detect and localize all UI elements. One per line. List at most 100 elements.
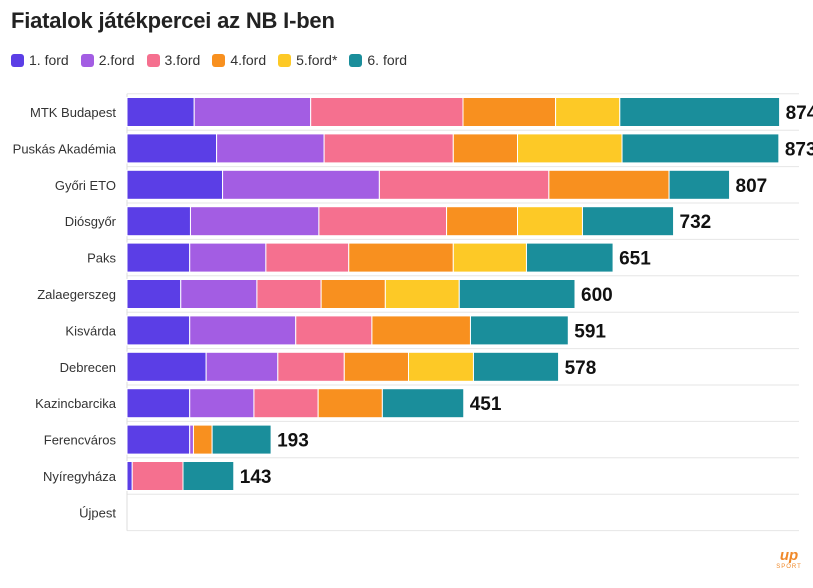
- bar-segment: [126, 242, 191, 273]
- category-label: Zalaegerszeg: [37, 287, 116, 302]
- category-label: Debrecen: [60, 360, 116, 375]
- bar-segment: [126, 351, 207, 382]
- bar-segment: [131, 461, 184, 491]
- bar-segment: [180, 279, 258, 309]
- bar-segment: [189, 388, 255, 419]
- legend-item-5: 5.ford*: [278, 52, 337, 68]
- bar-segment: [126, 279, 182, 309]
- total-label: 451: [470, 394, 502, 415]
- bar-segment: [555, 97, 621, 127]
- total-label: 874: [786, 103, 813, 124]
- legend-swatch-4: [212, 53, 226, 67]
- bar-segment: [126, 388, 191, 419]
- category-label: Ferencváros: [44, 433, 117, 448]
- bar-segment: [548, 169, 670, 200]
- category-label: Kazincbarcika: [35, 396, 117, 411]
- bar-segment: [189, 424, 194, 455]
- category-label: Diósgyőr: [65, 214, 117, 229]
- logo-sub-text: SPORT: [776, 564, 802, 570]
- bar-segment: [192, 424, 213, 455]
- total-label: 143: [240, 467, 272, 488]
- bar-segment: [621, 133, 780, 164]
- bar-segment: [182, 461, 235, 491]
- legend-label-5: 5.ford*: [296, 52, 338, 68]
- total-label: 578: [565, 358, 597, 379]
- bar-segment: [317, 388, 383, 419]
- bar-segment: [189, 242, 267, 273]
- bar-segment: [619, 97, 781, 127]
- bar-segment: [517, 133, 623, 164]
- bar-segment: [525, 242, 614, 273]
- category-label: Puskás Akadémia: [13, 141, 117, 156]
- bar-segment: [348, 242, 454, 273]
- bar-segment: [265, 242, 350, 273]
- bar-segment: [253, 388, 319, 419]
- total-label: 591: [574, 321, 606, 342]
- bar-segment: [384, 279, 460, 309]
- legend: 1. ford 2.ford 3.ford 4.ford 5.ford* 6. …: [11, 52, 407, 68]
- category-label: MTK Budapest: [30, 105, 116, 120]
- bar-segment: [256, 279, 322, 309]
- bar-segment: [517, 206, 583, 237]
- legend-label-6: 6. ford: [367, 52, 408, 68]
- bar-segment: [126, 206, 191, 237]
- bar-segment: [189, 206, 320, 237]
- bar-segment: [581, 206, 675, 237]
- total-label: 807: [736, 176, 768, 197]
- bar-segment: [371, 315, 471, 346]
- legend-swatch-6: [349, 53, 363, 67]
- total-label: 732: [680, 212, 712, 233]
- bar-segment: [216, 133, 325, 164]
- legend-label-3: 3.ford: [164, 52, 201, 68]
- bar-segment: [277, 351, 345, 382]
- bar-segment: [446, 206, 519, 237]
- legend-swatch-2: [80, 53, 94, 67]
- bar-segment: [189, 315, 297, 346]
- category-label: Újpest: [79, 505, 116, 520]
- bar-segment: [407, 351, 474, 382]
- legend-label-2: 2.ford: [98, 52, 135, 68]
- bar-segment: [126, 461, 133, 491]
- bar-segment: [126, 97, 195, 127]
- bar-segment: [318, 206, 448, 237]
- bar-segment: [310, 97, 464, 127]
- total-label: 600: [581, 285, 613, 306]
- legend-item-3: 3.ford: [146, 52, 201, 68]
- up-sport-logo: up SPORT: [774, 548, 804, 571]
- bar-segment: [193, 97, 312, 127]
- bar-segment: [452, 133, 519, 164]
- legend-item-4: 4.ford: [212, 52, 266, 68]
- bar-segment: [126, 169, 224, 200]
- bar-segment: [378, 169, 550, 200]
- total-label: 651: [619, 249, 651, 270]
- category-label: Nyíregyháza: [43, 469, 117, 484]
- bar-segment: [126, 133, 218, 164]
- category-label: Paks: [87, 251, 116, 266]
- bar-segment: [295, 315, 373, 346]
- legend-item-1: 1. ford: [11, 52, 69, 68]
- category-label: Kisvárda: [65, 323, 116, 338]
- bar-segment: [205, 351, 279, 382]
- legend-label-1: 1. ford: [29, 52, 69, 68]
- legend-swatch-3: [146, 53, 160, 67]
- legend-item-2: 2.ford: [80, 52, 135, 68]
- bar-segment: [323, 133, 454, 164]
- category-label: Győri ETO: [55, 178, 116, 193]
- legend-swatch-1: [11, 53, 24, 67]
- total-label: 193: [277, 431, 309, 452]
- bar-segment: [452, 242, 527, 273]
- bar-segment: [668, 169, 731, 200]
- bar-segment: [126, 315, 191, 346]
- bar-segment: [320, 279, 386, 309]
- bar-segment: [462, 97, 557, 127]
- bar-segment: [222, 169, 380, 200]
- bar-segment: [472, 351, 560, 382]
- bar-segment: [126, 424, 191, 455]
- bar-segment: [381, 388, 465, 419]
- bar-segment: [343, 351, 409, 382]
- bar-segment: [458, 279, 576, 309]
- total-label: 873: [785, 139, 813, 160]
- logo-main-text: up: [779, 547, 799, 564]
- legend-item-6: 6. ford: [349, 52, 407, 68]
